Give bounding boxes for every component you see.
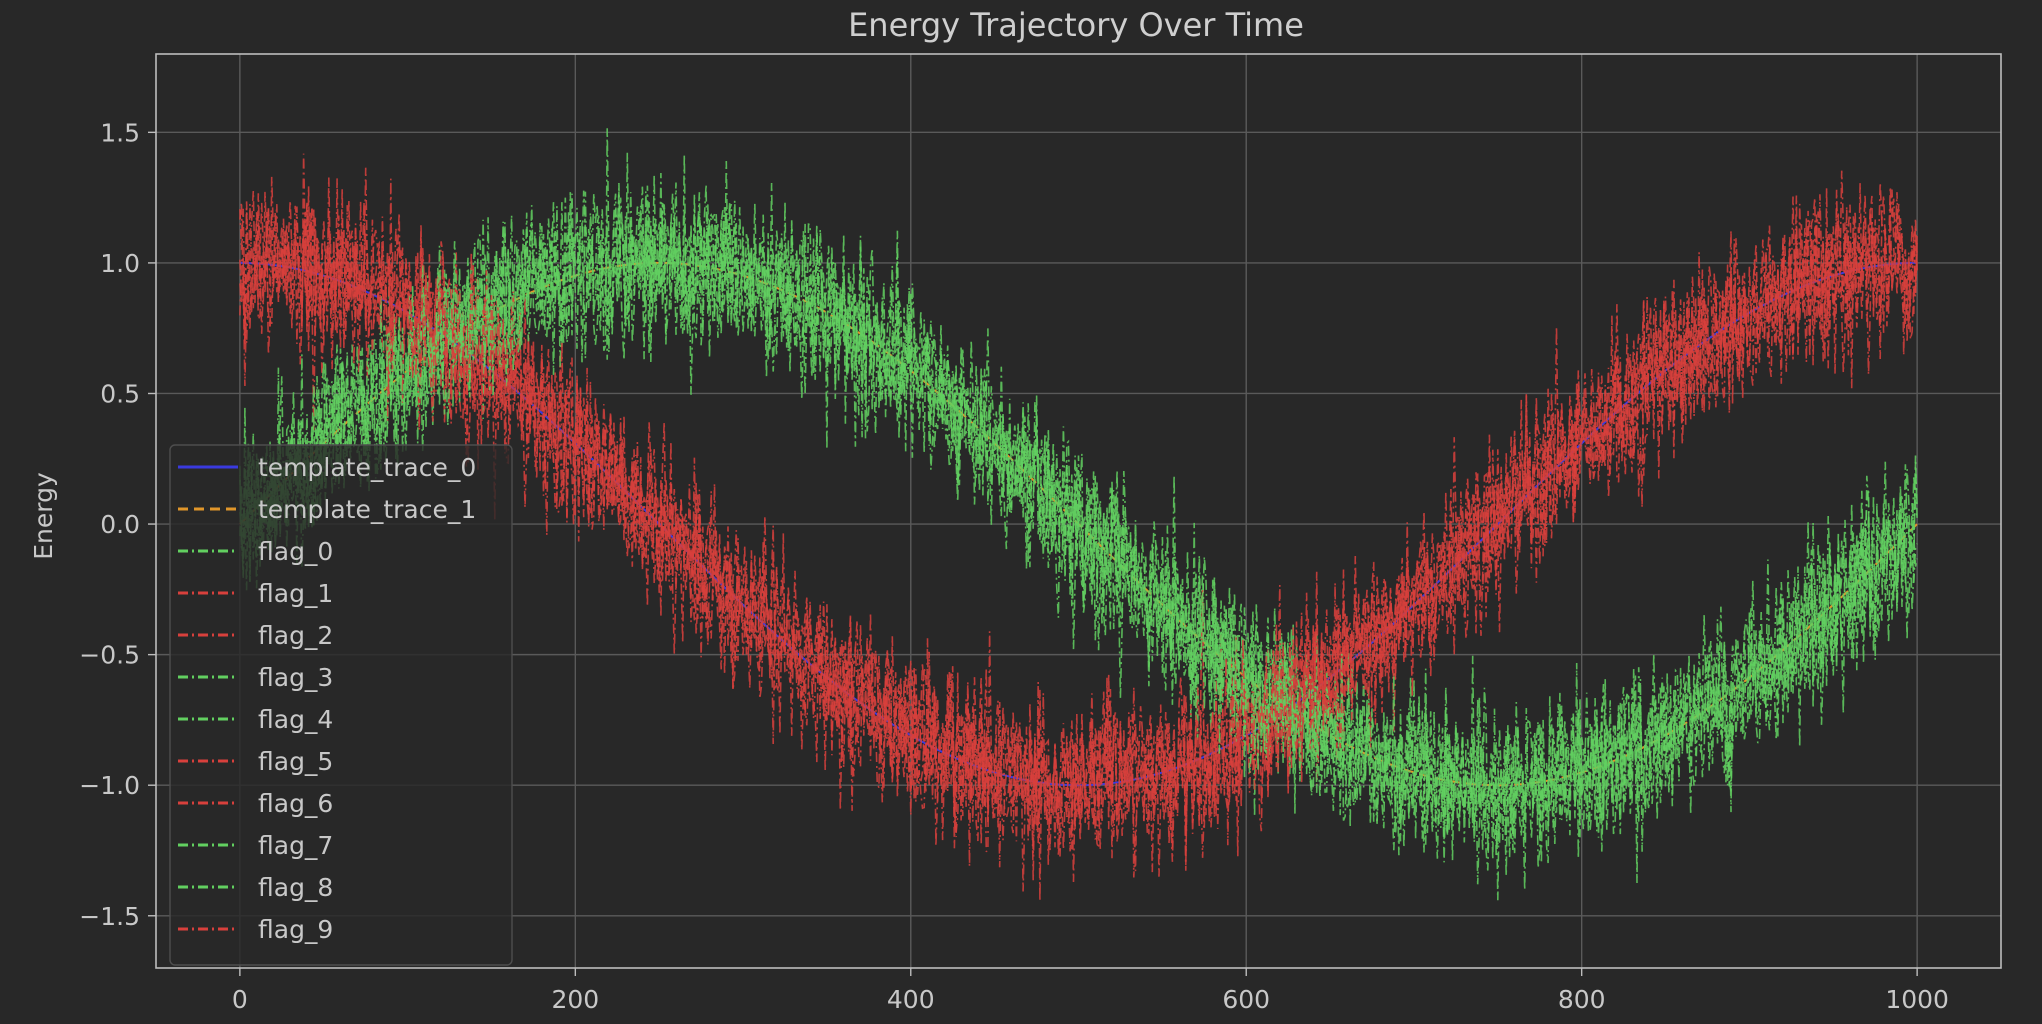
legend-item-flag_1[interactable]: flag_1	[178, 579, 333, 608]
y-tick-label-0: 1.5	[100, 118, 140, 147]
y-tick-label-5: −1.0	[79, 771, 140, 800]
legend[interactable]: template_trace_0 template_trace_1 flag_0fl…	[169, 444, 513, 966]
chart-title: Energy Trajectory Over Time	[848, 6, 1304, 44]
legend-label-flag_5: flag_5	[258, 747, 333, 776]
x-tick-label-3: 600	[1222, 985, 1270, 1014]
x-tick-label-0: 0	[232, 985, 248, 1014]
legend-label-flag_0: flag_0	[258, 537, 333, 566]
legend-item-flag_5[interactable]: flag_5	[178, 747, 333, 776]
x-tick-label-2: 400	[887, 985, 935, 1014]
y-tick-label-1: 1.0	[100, 249, 140, 278]
legend-label-flag_7: flag_7	[258, 831, 333, 860]
legend-label-flag_6: flag_6	[258, 789, 333, 818]
y-tick-label-3: 0.0	[100, 510, 140, 539]
legend-box	[169, 444, 513, 966]
legend-item-flag_7[interactable]: flag_7	[178, 831, 333, 860]
legend-item-flag_0[interactable]: flag_0	[178, 537, 333, 566]
x-tick-label-1: 200	[551, 985, 599, 1014]
legend-item-flag_8[interactable]: flag_8	[178, 873, 333, 902]
y-tick-label-2: 0.5	[100, 379, 140, 408]
legend-item-template_trace_1[interactable]: template_trace_1	[178, 495, 476, 524]
y-tick-label-6: −1.5	[79, 902, 140, 931]
ticks: 0 200 400 600 800 1000 1.5 1.0 0.5 0.0 −0.5 −1.0 −1.…	[79, 118, 1949, 1014]
series-group	[239, 128, 1918, 901]
legend-item-flag_6[interactable]: flag_6	[178, 789, 333, 818]
legend-label-flag_9: flag_9	[258, 915, 333, 944]
legend-label-flag_1: flag_1	[258, 579, 333, 608]
legend-label-flag_8: flag_8	[258, 873, 333, 902]
legend-label-template_trace_0: template_trace_0	[258, 453, 476, 482]
legend-label-flag_4: flag_4	[258, 705, 333, 734]
x-tick-label-5: 1000	[1885, 985, 1949, 1014]
legend-item-template_trace_0[interactable]: template_trace_0	[178, 453, 476, 482]
legend-item-flag_4[interactable]: flag_4	[178, 705, 333, 734]
plot-frame	[155, 53, 2002, 969]
legend-item-flag_9[interactable]: flag_9	[178, 915, 333, 944]
legend-label-template_trace_1: template_trace_1	[258, 495, 476, 524]
legend-label-flag_3: flag_3	[258, 663, 333, 692]
series-line-flag_8	[239, 152, 1918, 885]
series-line-flag_6	[239, 153, 1918, 901]
legend-item-flag_2[interactable]: flag_2	[178, 621, 333, 650]
y-axis-label: Energy	[29, 472, 58, 560]
y-tick-label-4: −0.5	[79, 641, 140, 670]
axes	[155, 53, 2002, 969]
series-line-flag_9	[239, 183, 1918, 881]
x-tick-label-4: 800	[1558, 985, 1606, 1014]
legend-item-flag_3[interactable]: flag_3	[178, 663, 333, 692]
legend-label-flag_2: flag_2	[258, 621, 333, 650]
